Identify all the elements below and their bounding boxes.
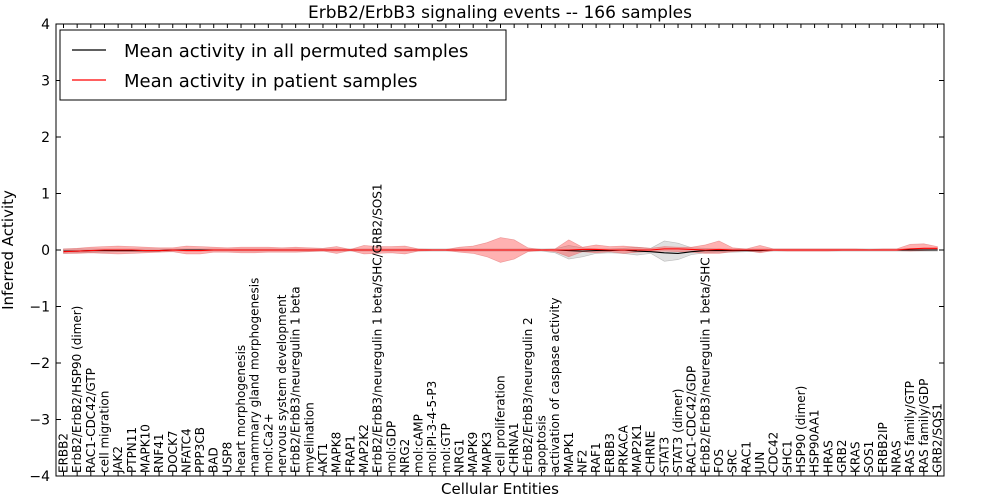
y-tick-label: 2 [41, 130, 50, 146]
x-category-label: HSP90AA1 [808, 409, 822, 473]
x-category-label: RNF41 [152, 434, 166, 474]
x-category-label: MAPK10 [138, 424, 152, 473]
x-category-label: ErbB2/ErbB3/neuregulin 1 beta [289, 286, 303, 473]
x-category-label: NRAS [890, 440, 904, 473]
x-category-label: SHC1 [780, 440, 794, 473]
x-category-label: mol:GTP [439, 423, 453, 473]
y-tick-label: 1 [41, 187, 50, 203]
x-category-label: STAT3 [657, 437, 671, 473]
x-category-label: cell migration [97, 391, 111, 473]
x-category-label: MAPK8 [330, 432, 344, 473]
y-tick-label: 3 [41, 74, 50, 90]
x-category-label: NRG1 [453, 439, 467, 473]
x-category-label: ErbB2/ErbB3/neuregulin 1 beta/SHC [698, 257, 712, 473]
x-category-label: SOS1 [862, 441, 876, 473]
y-tick-label: −2 [29, 356, 50, 372]
x-category-label: PTPN11 [125, 427, 139, 473]
y-axis-label: Inferred Activity [0, 190, 17, 310]
x-category-label: BAD [207, 447, 221, 473]
x-category-label: mol:GDP [384, 421, 398, 473]
x-category-label: MAPK3 [480, 432, 494, 473]
x-category-label: ErbB2/ErbB3/neuregulin 1 beta/SHC/GRB2/S… [371, 183, 385, 473]
x-category-label: JAK2 [111, 446, 125, 474]
x-category-label: STAT3 (dimer) [671, 389, 685, 473]
x-category-label: CDC42 [767, 432, 781, 473]
x-category-label: SRC [726, 449, 740, 473]
x-category-label: USP8 [220, 442, 234, 473]
x-category-label: KRAS [849, 441, 863, 473]
x-category-label: cell proliferation [494, 375, 508, 473]
x-category-label: RAC1-CDC42/GDP [685, 366, 699, 473]
x-category-label: RAC1-CDC42/GTP [84, 368, 98, 473]
x-axis-label: Cellular Entities [441, 480, 559, 498]
x-category-label: RAS family/GDP [917, 379, 931, 473]
x-category-label: RAF1 [589, 442, 603, 473]
y-tick-label: −4 [29, 469, 50, 485]
y-tick-label: 4 [41, 17, 50, 33]
x-category-label: mol:Ca2+ [261, 413, 275, 473]
x-category-label: HRAS [821, 440, 835, 473]
x-category-label: ERBB2IP [876, 422, 890, 473]
x-category-label: nervous system development [275, 294, 289, 473]
x-category-label: PPP3CB [193, 427, 207, 473]
x-category-label: MAPK1 [562, 432, 576, 473]
series-lines [63, 247, 938, 254]
x-category-label: PRKACA [616, 424, 630, 473]
x-category-label: CHRNE [644, 431, 658, 473]
y-axis: −4 −3 −2 −1 0 1 2 3 4 [29, 17, 944, 485]
x-category-label: NFATC4 [179, 428, 193, 473]
x-category-label: FOS [712, 449, 726, 473]
x-category-label: HSP90 (dimer) [794, 386, 808, 473]
x-category-label: mammary gland morphogenesis [248, 278, 262, 473]
y-tick-label: −1 [29, 300, 50, 316]
x-category-label: mol:PI-3-4-5-P3 [425, 381, 439, 473]
x-category-label: FRAP1 [343, 435, 357, 473]
x-category-label: MAP2K2 [357, 424, 371, 473]
legend-frame [59, 29, 507, 101]
x-axis: ERBB2 ErbB2/ErbB2/HSP90 (dimer) RAC1-CDC42… [57, 24, 945, 476]
x-category-label: myelination [302, 402, 316, 473]
legend-entry-patient: Mean activity in patient samples [124, 71, 418, 92]
x-category-label: JUN [753, 452, 767, 474]
line-patient-mean [63, 247, 938, 253]
x-category-label: RAS family/GTP [903, 381, 917, 473]
chart-title: ErbB2/ErbB3 signaling events -- 166 samp… [308, 3, 692, 23]
x-category-label: ERBB3 [603, 433, 617, 473]
y-tick-label: 0 [41, 243, 50, 259]
x-category-label: ErbB2/ErbB3/neuregulin 2 [521, 317, 535, 473]
x-category-label: MAPK9 [466, 432, 480, 473]
x-category-label: RAC1 [739, 441, 753, 473]
x-category-label: mol:cAMP [412, 414, 426, 473]
x-category-label: MAP2K1 [630, 424, 644, 473]
x-category-label: GRB2/SOS1 [931, 403, 945, 473]
x-category-label: apoptosis [534, 415, 548, 473]
x-category-label: CHRNA1 [507, 422, 521, 473]
x-category-label: ErbB2/ErbB2/HSP90 (dimer) [70, 306, 84, 473]
x-category-label: NRG2 [398, 439, 412, 473]
band-permuted [63, 240, 938, 262]
x-category-label: ERBB2 [57, 433, 71, 473]
x-category-label: DOCK7 [166, 430, 180, 473]
legend-entry-permuted: Mean activity in all permuted samples [124, 41, 468, 62]
x-category-label: activation of caspase activity [548, 298, 562, 473]
x-category-label: GRB2 [835, 439, 849, 473]
y-tick-label: −3 [29, 413, 50, 429]
x-category-label: AKT1 [316, 443, 330, 473]
legend: Mean activity in all permuted samples Me… [59, 29, 507, 101]
x-category-label: NF2 [575, 449, 589, 473]
x-category-label: heart morphogenesis [234, 345, 248, 473]
